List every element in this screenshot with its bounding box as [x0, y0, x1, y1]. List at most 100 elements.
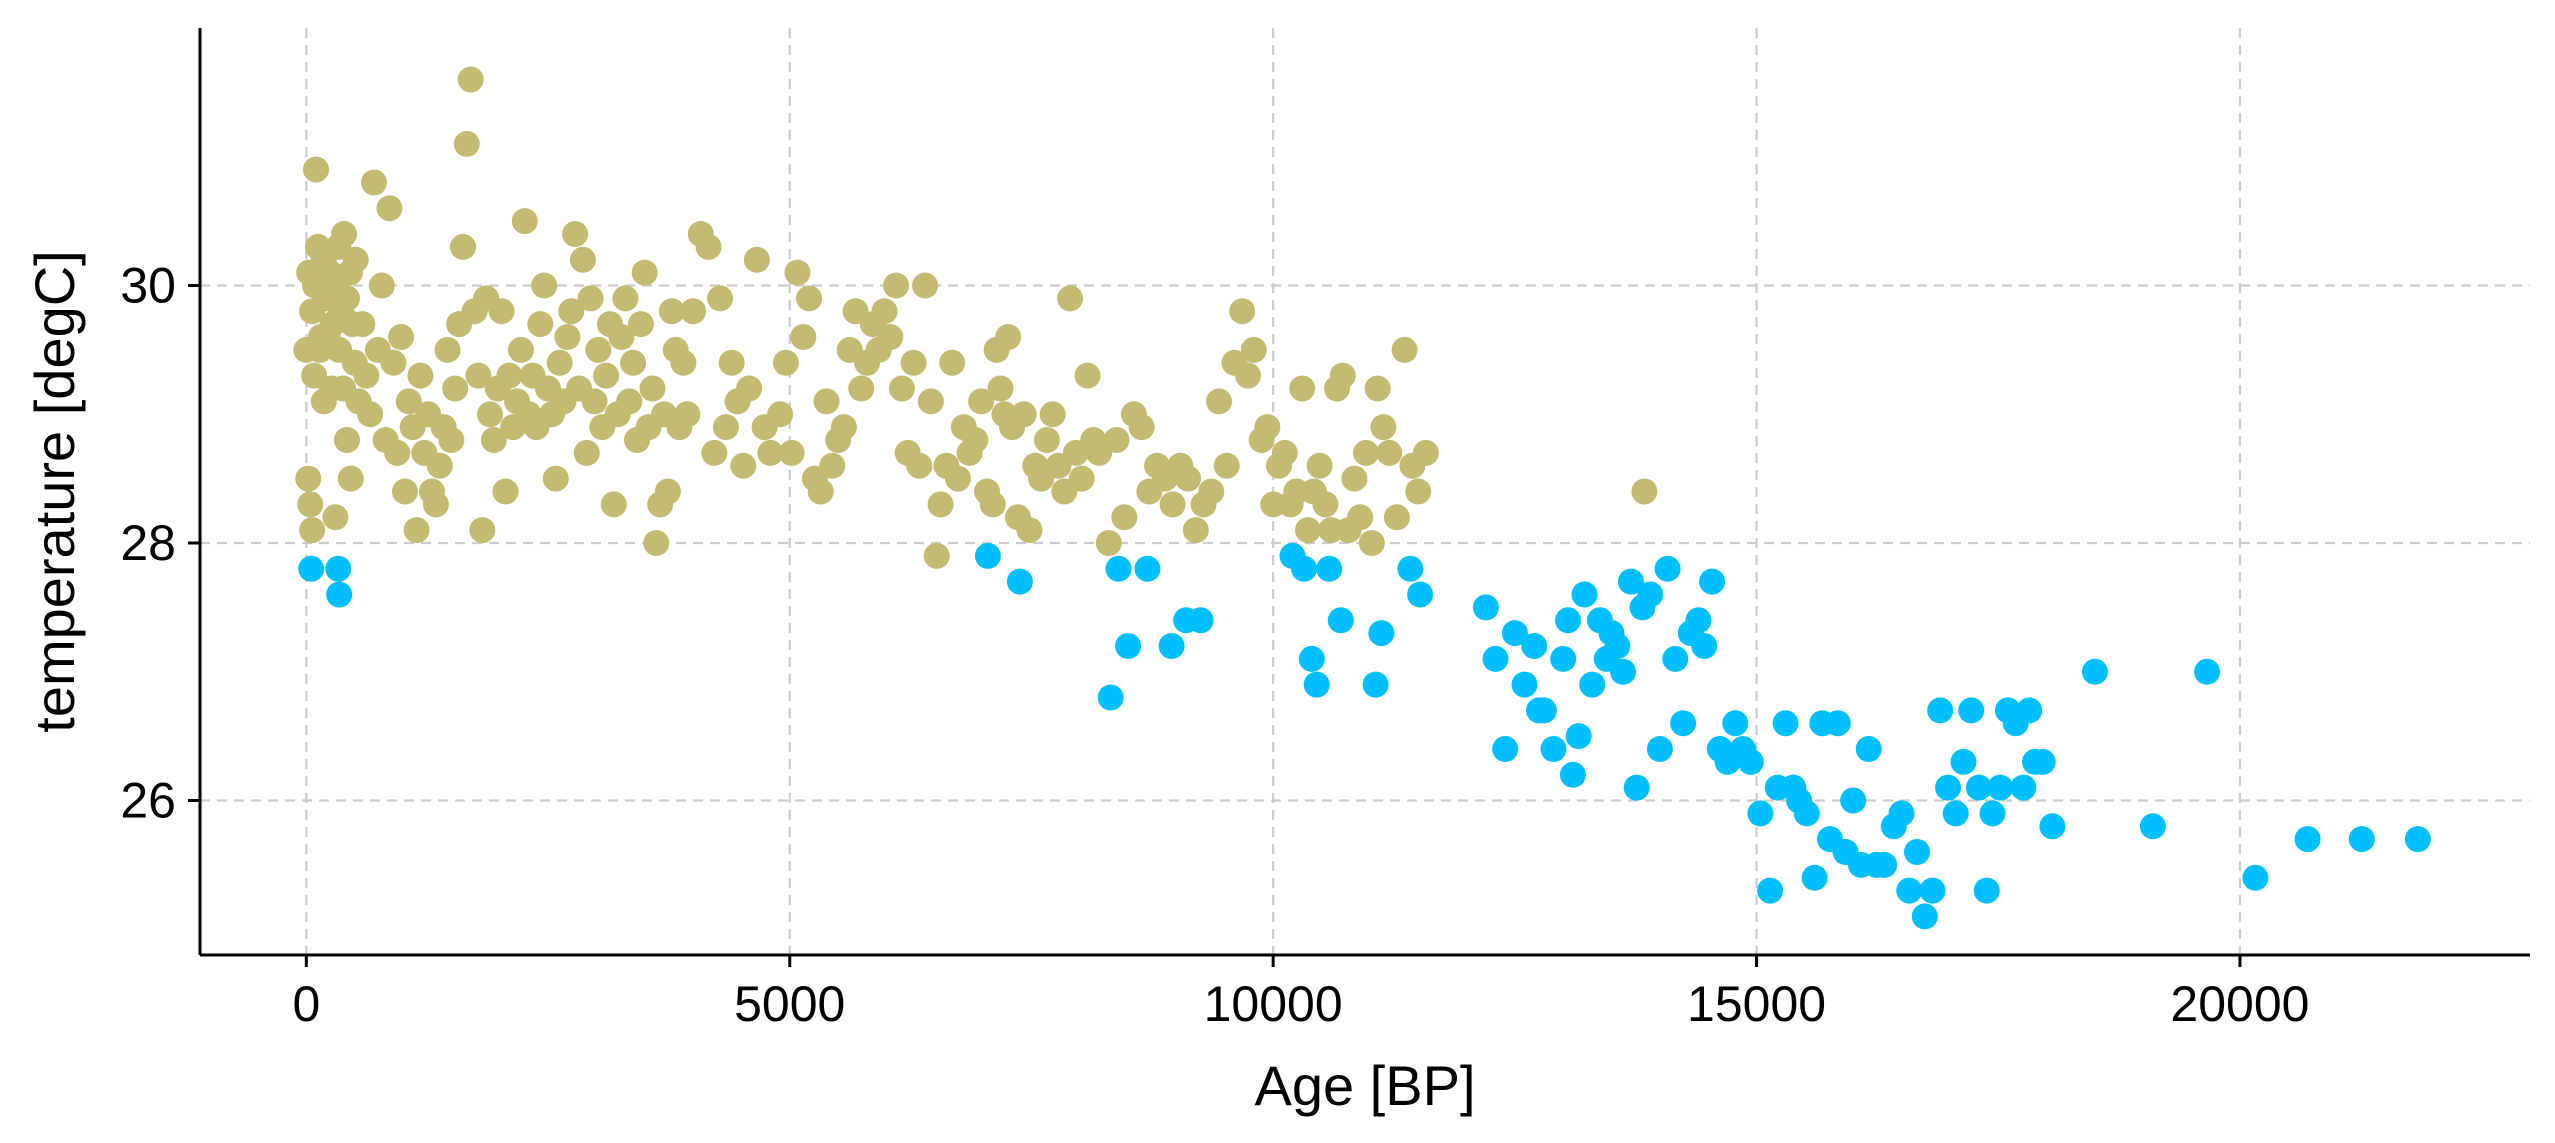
data-point [1530, 697, 1557, 724]
data-point [376, 195, 403, 222]
data-point [968, 388, 995, 415]
data-point [927, 491, 954, 518]
data-point [1016, 517, 1043, 544]
data-point [912, 272, 939, 299]
y-tick-label: 30 [120, 258, 176, 314]
data-point [1097, 684, 1124, 711]
data-point [1312, 491, 1339, 518]
data-point [2194, 658, 2221, 685]
data-point [1240, 336, 1267, 363]
data-point [883, 272, 910, 299]
data-point [1074, 362, 1101, 389]
data-point [1033, 427, 1060, 453]
data-point [1128, 414, 1155, 441]
data-point [593, 362, 620, 389]
data-point [1911, 903, 1938, 930]
data-points [293, 66, 2431, 930]
data-point [299, 517, 326, 544]
data-point [1772, 710, 1799, 737]
data-point [569, 246, 596, 273]
y-tick-label: 28 [120, 515, 176, 571]
data-point [1316, 555, 1343, 582]
data-point [450, 233, 476, 260]
data-point [819, 452, 846, 479]
data-point [718, 349, 745, 376]
data-point [1691, 633, 1718, 659]
data-point [1662, 645, 1689, 672]
data-point [1115, 633, 1142, 659]
data-point [767, 401, 794, 428]
data-point [322, 504, 349, 531]
data-point [1579, 671, 1606, 698]
data-point [1521, 633, 1548, 659]
data-point [1376, 439, 1403, 466]
data-point [962, 427, 989, 453]
data-point [303, 156, 329, 183]
data-point [334, 427, 360, 453]
data-point [388, 324, 415, 350]
data-point [923, 542, 950, 569]
data-point [917, 388, 944, 415]
data-point [331, 221, 358, 247]
data-point [712, 414, 739, 441]
data-point [616, 388, 643, 415]
data-point [1303, 671, 1330, 698]
data-point [1206, 388, 1232, 415]
data-point [1958, 697, 1985, 724]
data-point [1289, 375, 1316, 402]
data-point [1904, 839, 1930, 865]
data-point [1927, 697, 1954, 724]
data-point [1801, 864, 1828, 891]
data-point [995, 324, 1022, 350]
x-tick-label: 5000 [734, 976, 845, 1032]
data-point [488, 298, 515, 325]
data-point [680, 298, 707, 325]
data-point [1306, 452, 1333, 479]
data-point [1979, 800, 2006, 827]
data-point [730, 452, 757, 479]
data-point [337, 465, 364, 492]
data-point [1347, 504, 1374, 531]
data-point [939, 349, 966, 376]
data-point [380, 349, 407, 376]
data-point [1699, 568, 1726, 595]
data-point [1747, 800, 1774, 827]
data-point [1291, 555, 1318, 582]
data-point [1973, 877, 2000, 904]
y-axis-label: temperature [degC] [23, 250, 86, 732]
data-point [1555, 607, 1581, 634]
data-point [1987, 774, 2014, 801]
data-point [542, 465, 569, 492]
data-point [1329, 362, 1356, 389]
data-point [531, 272, 558, 299]
data-point [1235, 362, 1261, 389]
data-point [1407, 581, 1434, 608]
data-point [368, 272, 395, 299]
data-point [2029, 748, 2056, 775]
data-point [1068, 465, 1095, 492]
data-point [1341, 465, 1368, 492]
data-point [1896, 877, 1923, 904]
data-point [674, 401, 701, 428]
data-point [392, 478, 418, 505]
data-point [979, 491, 1006, 518]
data-point [701, 439, 728, 466]
data-point [1412, 439, 1439, 466]
data-point [573, 439, 600, 466]
data-point [620, 349, 647, 376]
data-point [496, 362, 523, 389]
data-point [477, 401, 503, 428]
data-point [627, 311, 654, 338]
data-point [1888, 800, 1915, 827]
data-point [631, 259, 658, 286]
data-point [1111, 504, 1138, 531]
data-point [353, 362, 380, 389]
data-point [1685, 607, 1712, 634]
data-point [1271, 439, 1298, 466]
data-point [790, 324, 817, 350]
data-point [1362, 671, 1389, 698]
data-point [1722, 710, 1749, 737]
data-point [974, 542, 1001, 569]
data-point [2348, 826, 2375, 853]
